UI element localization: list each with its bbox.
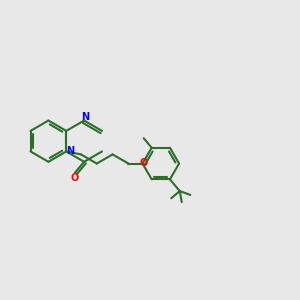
- Text: N: N: [81, 112, 89, 122]
- Text: N: N: [66, 146, 74, 157]
- Text: O: O: [140, 158, 148, 168]
- Text: O: O: [70, 172, 79, 183]
